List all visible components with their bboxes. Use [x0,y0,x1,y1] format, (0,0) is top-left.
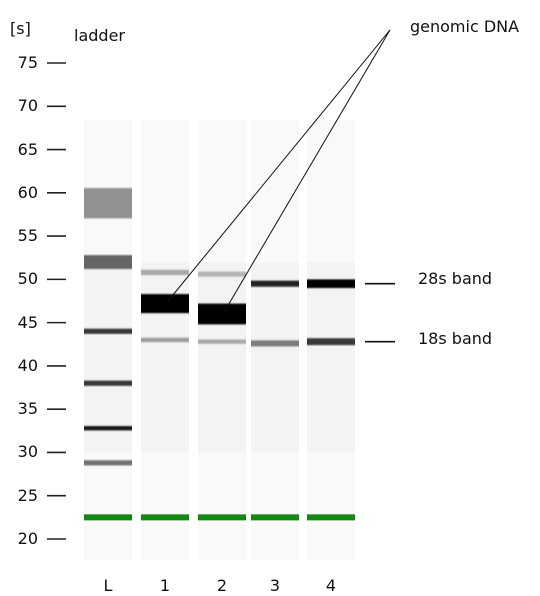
genomic-dna-pointer-line [167,29,391,302]
band [84,328,132,334]
lane-label: 3 [269,576,281,595]
genomic-dna-label: genomic DNA [410,17,520,36]
lane-2 [198,120,246,560]
lane-label: 2 [216,576,228,595]
lane-L [84,120,132,560]
lane-1 [141,120,189,560]
band [198,271,246,277]
y-tick-label: 75 [17,53,38,72]
band [141,294,189,314]
lane-label: L [103,576,113,595]
band [84,380,132,386]
y-tick-label: 65 [17,139,38,159]
lane-smear [251,262,299,453]
unit-label: [s] [10,19,31,38]
y-tick-label: 55 [17,226,38,246]
y-tick-label: 25 [17,485,38,505]
y-tick-label: 20 [17,529,38,548]
y-tick-label: 30 [17,442,38,462]
band [198,303,246,325]
lane-3 [251,120,299,560]
band [84,188,132,219]
ladder-label: ladder [74,26,125,45]
band [141,337,189,343]
band [251,340,299,347]
y-tick-label: 60 [17,182,38,202]
y-tick-label: 45 [17,312,38,332]
band [84,460,132,466]
18s-band-label: 18s band [418,329,493,348]
lane-smear [84,262,132,453]
y-tick-label: 50 [17,269,38,289]
y-tick-label: 35 [17,399,38,419]
genomic-dna-pointer-line [223,29,391,313]
lane-smear [198,262,246,453]
y-tick-label: 40 [17,355,38,375]
marker-band [141,514,189,521]
lane-label: 1 [159,576,171,595]
lane-4 [307,120,355,560]
marker-band [251,514,299,521]
band [84,255,132,269]
marker-band [307,514,355,521]
marker-band [198,514,246,521]
y-tick-label: 70 [17,96,38,116]
lane-smear [141,262,189,453]
lane-label: 4 [325,576,337,595]
28s-band-label: 28s band [418,269,493,288]
band [251,280,299,287]
marker-band [84,514,132,521]
band [141,269,189,276]
band [307,279,355,289]
lane-smear [307,262,355,453]
band [84,426,132,431]
band [307,338,355,346]
band [198,339,246,344]
